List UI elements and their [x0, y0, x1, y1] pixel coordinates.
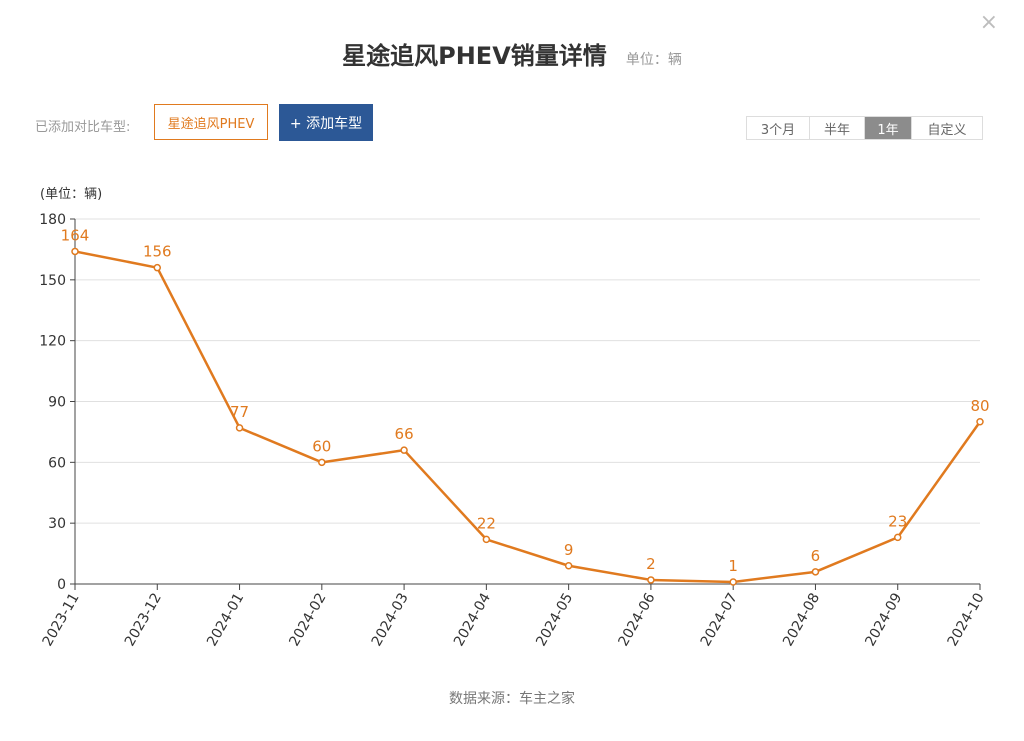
data-label: 60 — [312, 437, 331, 455]
x-tick-label: 2024-01 — [204, 590, 247, 649]
data-point — [400, 446, 408, 454]
tab-half-year[interactable]: 半年 — [810, 117, 865, 139]
data-label: 77 — [230, 403, 249, 421]
y-tick-label: 30 — [48, 516, 66, 532]
data-point — [647, 576, 655, 584]
data-point — [235, 424, 244, 432]
data-label: 80 — [970, 397, 989, 415]
x-tick-label: 2024-04 — [451, 590, 494, 649]
tab-1-year[interactable]: 1年 — [865, 117, 912, 139]
data-point — [482, 535, 491, 544]
tab-custom[interactable]: 自定义 — [927, 122, 967, 138]
x-tick-label: 2024-09 — [862, 590, 905, 649]
data-point — [318, 458, 326, 467]
y-tick-label: 90 — [48, 395, 66, 411]
y-tick-label: 0 — [57, 577, 66, 593]
tab-3-months[interactable]: 3个月 — [747, 117, 810, 139]
data-point — [71, 247, 79, 256]
close-icon[interactable]: × — [979, 10, 998, 35]
data-point — [893, 533, 902, 542]
x-tick-label: 2024-05 — [533, 590, 576, 649]
data-point — [811, 568, 820, 576]
data-label: 1 — [728, 557, 738, 575]
data-label: 9 — [564, 541, 574, 559]
data-point — [729, 578, 737, 586]
x-tick-label: 2024-06 — [616, 590, 659, 649]
series-line — [74, 250, 982, 584]
data-label: 156 — [143, 243, 172, 261]
data-source: 数据来源：车主之家 — [449, 691, 575, 707]
data-point — [564, 562, 573, 570]
data-label: 22 — [477, 514, 496, 532]
data-label: 66 — [395, 425, 414, 443]
x-tick-label: 2023-12 — [122, 590, 165, 649]
y-tick-label: 180 — [39, 212, 66, 228]
x-tick-label: 2024-10 — [945, 590, 988, 649]
range-tabs: 3个月 半年 1年 自定义 — [746, 116, 983, 140]
y-axis-unit: (单位：辆) — [40, 187, 103, 202]
data-label: 164 — [61, 226, 90, 244]
x-tick-label: 2024-07 — [698, 590, 741, 649]
y-tick-label: 150 — [39, 273, 66, 289]
data-point — [153, 263, 162, 272]
add-car-button[interactable]: + 添加车型 — [279, 104, 373, 141]
data-label: 23 — [888, 512, 907, 530]
x-tick-label: 2024-08 — [780, 590, 823, 649]
data-point — [976, 418, 984, 426]
title-row: 星途追风PHEV销量详情 单位：辆 — [0, 36, 1024, 71]
x-tick-label: 2024-03 — [369, 590, 412, 649]
page-title: 星途追风PHEV销量详情 — [342, 42, 607, 70]
y-tick-label: 120 — [39, 334, 66, 350]
x-tick-label: 2024-02 — [286, 590, 329, 649]
x-tick-label: 2023-11 — [40, 590, 83, 649]
title-unit: 单位：辆 — [625, 52, 682, 68]
data-label: 2 — [646, 555, 656, 573]
y-tick-label: 60 — [48, 455, 66, 471]
data-label: 6 — [811, 547, 821, 565]
compare-label: 已添加对比车型: — [35, 120, 131, 135]
compared-car-tag[interactable]: 星途追风PHEV — [154, 104, 268, 140]
